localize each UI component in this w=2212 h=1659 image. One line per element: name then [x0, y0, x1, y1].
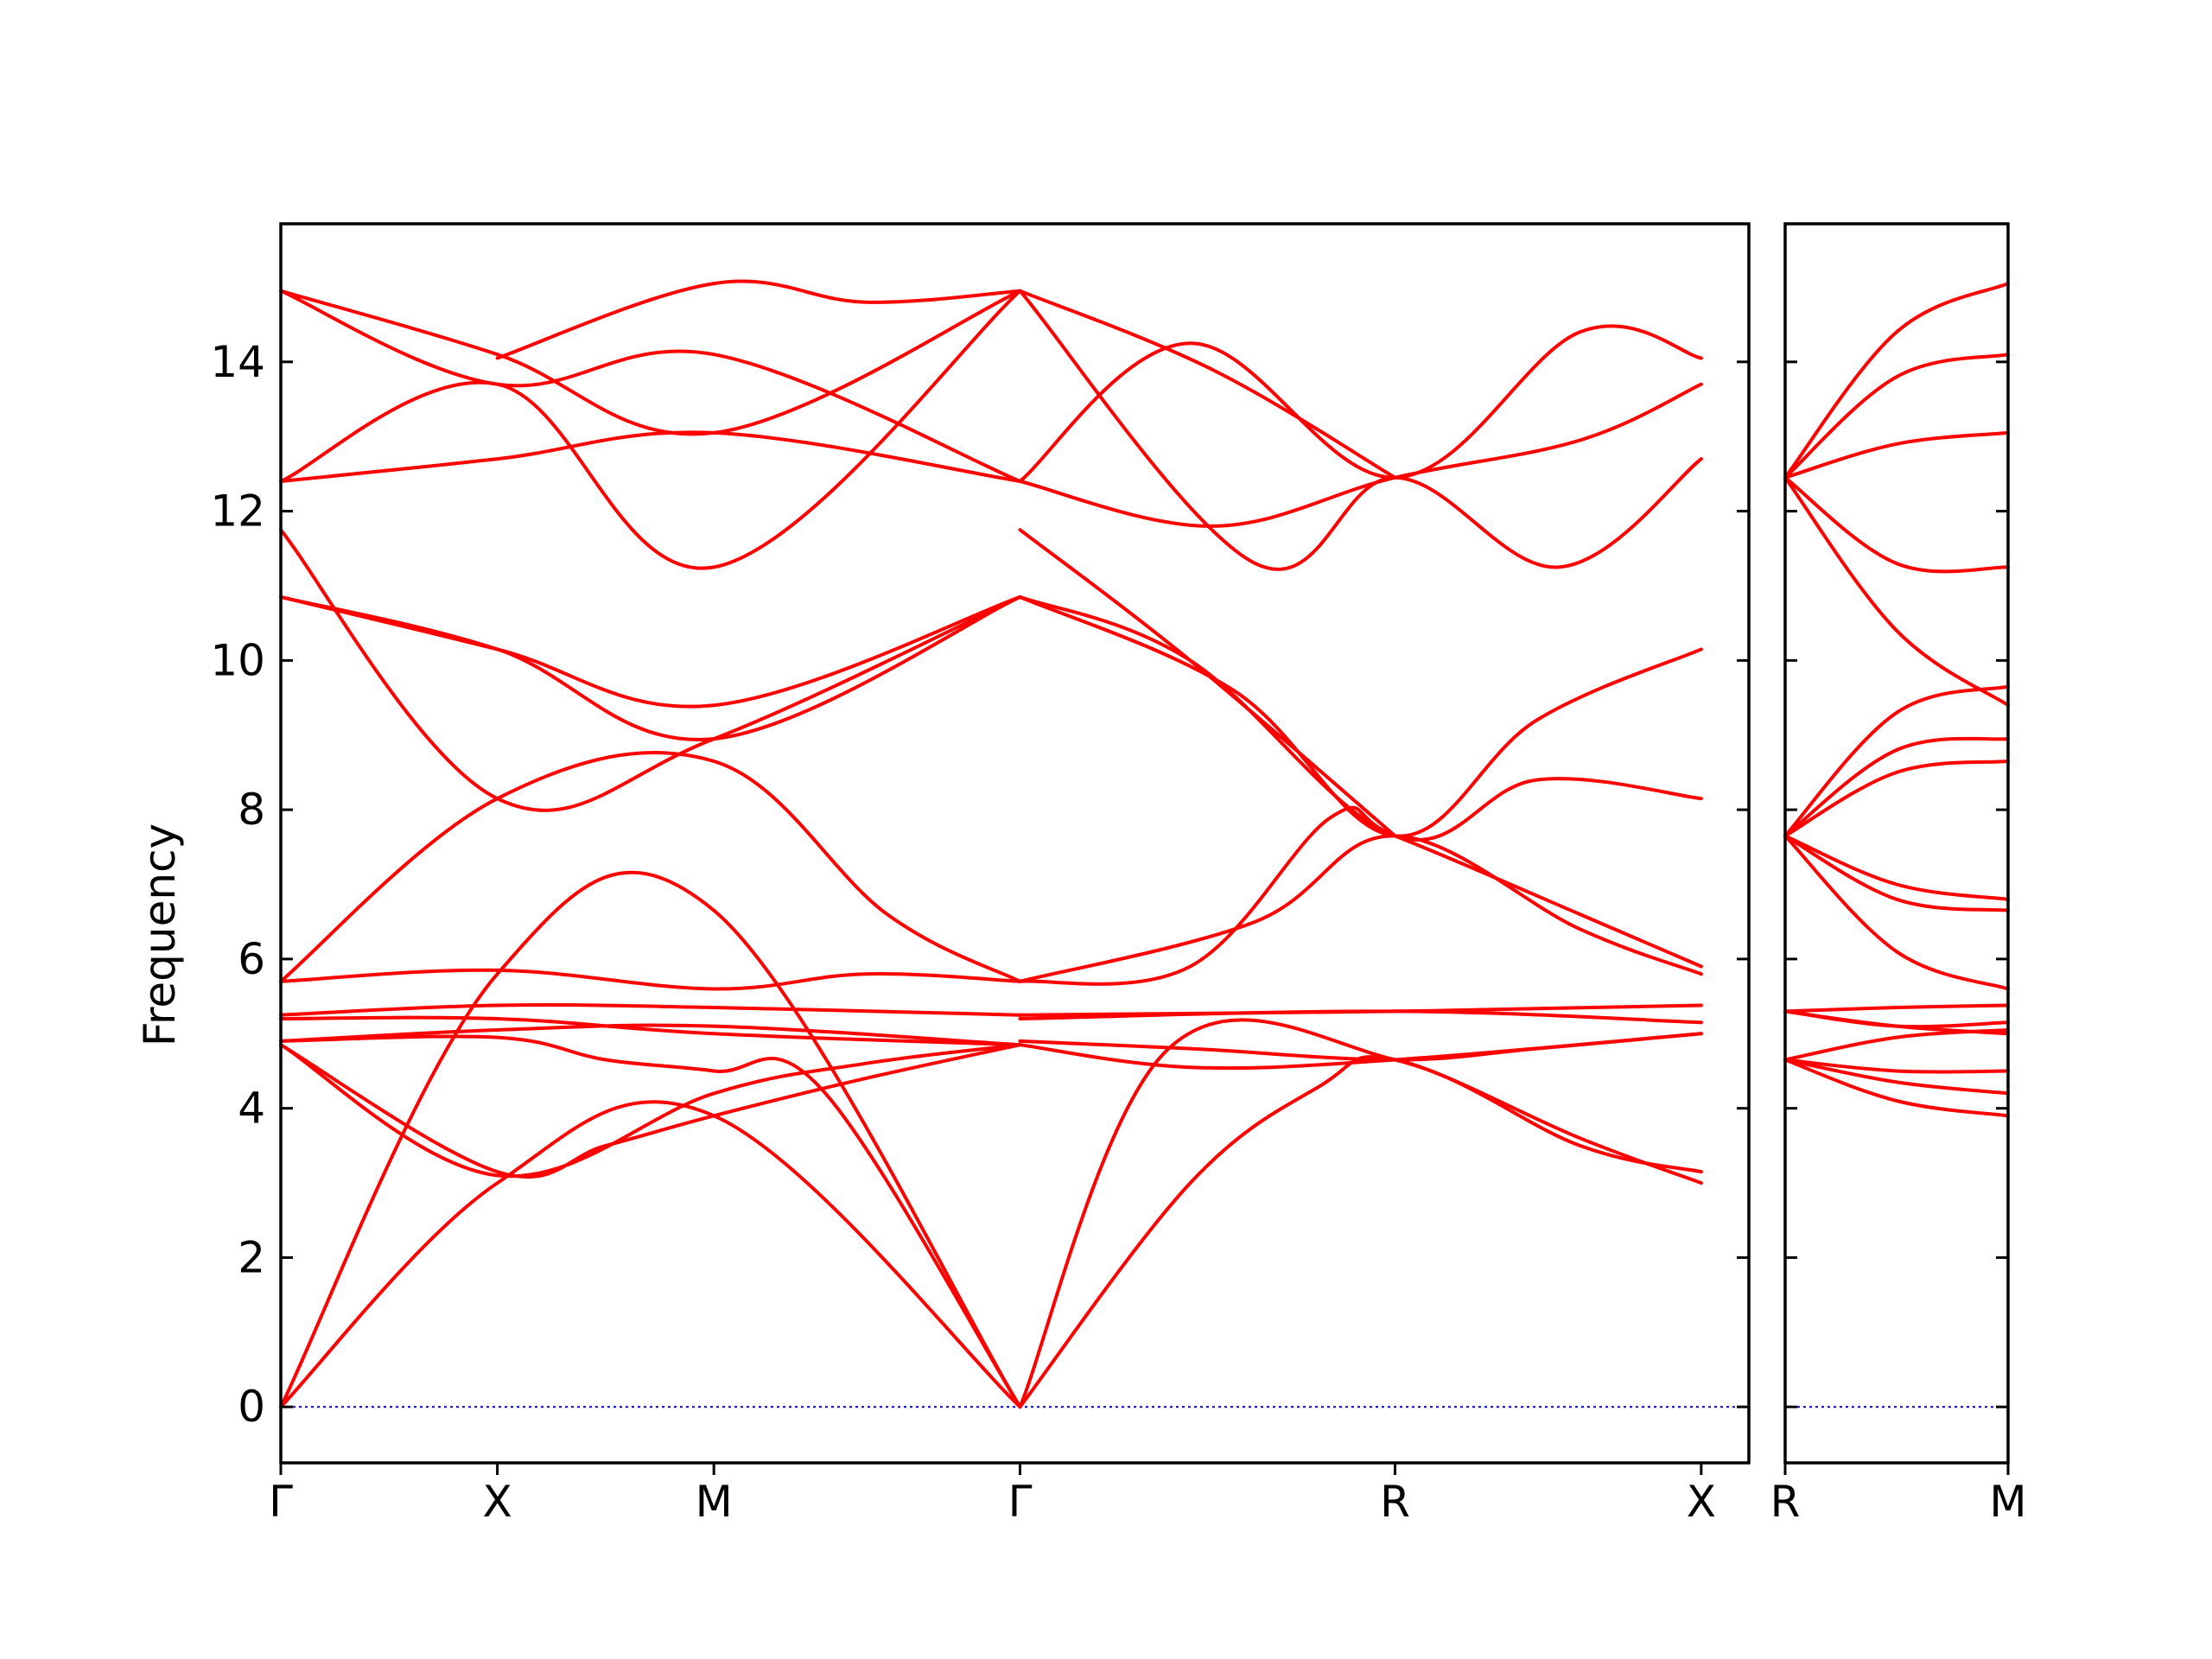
band-line-left-12 [279, 594, 1022, 709]
band-line-left-24 [1018, 1003, 1703, 1017]
band-line-left-26 [1018, 805, 1703, 986]
band-line-left-10 [279, 751, 1022, 983]
band-line-left-8 [279, 1002, 1022, 1017]
band-line-left-19 [1018, 1055, 1703, 1409]
x-tick-label: M [1989, 1477, 2026, 1527]
band-line-left-32 [1018, 289, 1397, 480]
band-line-left-31 [1018, 324, 1703, 483]
band-line-left-13 [279, 528, 1022, 812]
band-line-left-17 [279, 289, 1022, 483]
band-line-right-12 [1783, 736, 2010, 838]
band-line-left-22 [1018, 1032, 1703, 1062]
band-line-right-9 [1783, 834, 2010, 912]
y-tick-label: 4 [238, 1084, 265, 1134]
y-tick-label: 0 [238, 1382, 265, 1432]
band-line-left-28 [1018, 594, 1703, 838]
y-tick-label: 8 [238, 785, 265, 835]
x-tick-label: Γ [269, 1477, 293, 1527]
band-line-left-18 [495, 279, 1022, 360]
band-line-left-9 [279, 968, 1022, 991]
plot-frame-right [1783, 222, 2010, 1465]
band-line-right-11 [1783, 760, 2010, 838]
panel-left-bands [279, 279, 1749, 1409]
band-line-right-18 [1783, 282, 2010, 480]
band-line-right-7 [1783, 1003, 2010, 1014]
band-line-left-5 [279, 1034, 1022, 1409]
x-tick-label: Γ [1008, 1477, 1033, 1527]
band-line-right-2 [1783, 1058, 2010, 1096]
band-line-right-15 [1783, 475, 2010, 574]
band-line-right-3 [1783, 1058, 2010, 1074]
band-line-right-1 [1783, 1058, 2010, 1118]
band-line-left-29 [1018, 528, 1397, 838]
x-tick-label: M [696, 1477, 733, 1527]
band-line-right-10 [1783, 834, 2010, 901]
x-tick-label: R [1380, 1477, 1410, 1527]
y-tick-label: 12 [210, 486, 265, 537]
band-line-right-8 [1783, 834, 2010, 991]
band-line-left-20 [1018, 1018, 1703, 1409]
plot-frame-left [279, 222, 1751, 1465]
y-axis-label: Frequency [135, 823, 185, 1046]
band-line-left-2 [279, 870, 1022, 1409]
band-line-right-16 [1783, 430, 2010, 480]
y-tick-label: 10 [210, 635, 265, 685]
band-line-right-17 [1783, 353, 2010, 480]
band-line-right-14 [1783, 475, 2010, 708]
x-tick-label: X [1687, 1477, 1716, 1527]
y-tick-label: 2 [238, 1232, 265, 1282]
band-line-left-1 [279, 1100, 1022, 1409]
band-line-left-7 [279, 1015, 1022, 1047]
band-line-left-14 [279, 430, 1022, 483]
y-tick-label: 6 [238, 934, 265, 984]
panel-right-bands [1783, 282, 2010, 1408]
x-tick-label: R [1770, 1477, 1801, 1527]
x-tick-label: X [482, 1477, 512, 1527]
panel-left-axes: 0 2 4 6 8 10 12 14 Γ X M Γ R X [210, 222, 1751, 1527]
y-tick-label: 14 [210, 337, 265, 387]
band-line-left-33 [1018, 289, 1703, 571]
band-line-left-4 [279, 1043, 1022, 1179]
band-line-right-6 [1783, 1009, 2010, 1029]
panel-left: 0 2 4 6 8 10 12 14 Γ X M Γ R X [210, 222, 1751, 1527]
band-line-left-11 [279, 594, 1022, 742]
band-line-left-16 [279, 289, 1022, 436]
band-line-left-3 [279, 1043, 1022, 1179]
